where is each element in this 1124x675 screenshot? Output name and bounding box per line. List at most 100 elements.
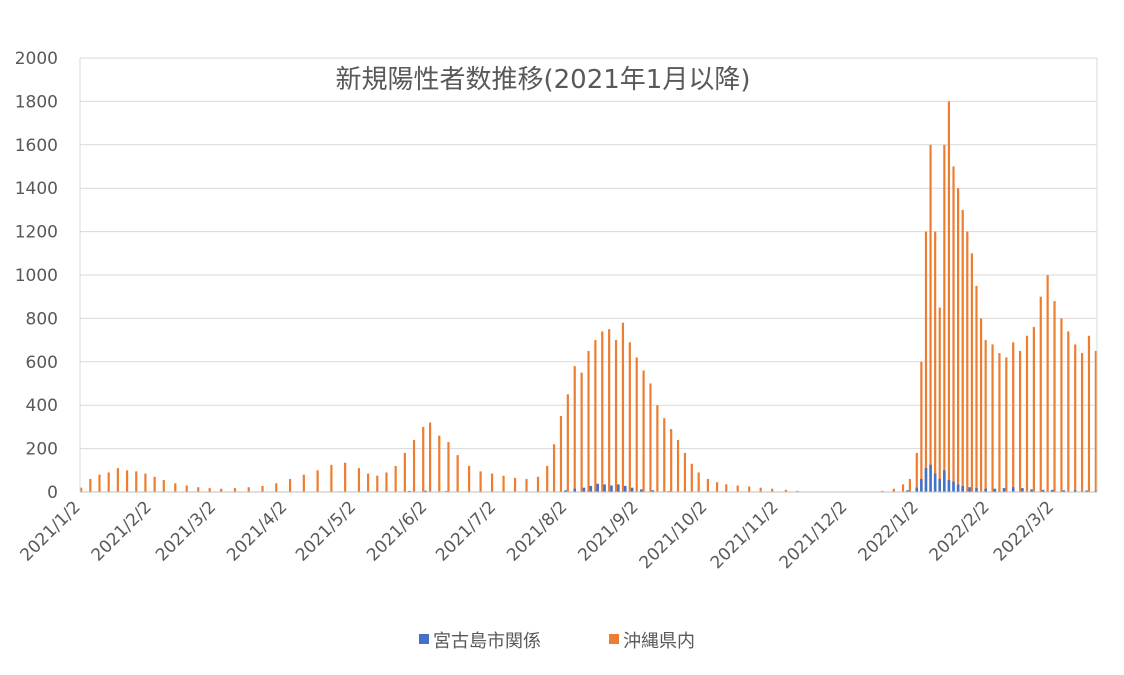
bar-1 <box>1005 357 1008 492</box>
bar-1 <box>608 329 611 492</box>
bar-0 <box>1011 487 1015 492</box>
bar-0 <box>929 464 932 493</box>
bar-1 <box>796 490 799 492</box>
bar-0 <box>617 484 620 492</box>
bar-1 <box>1046 275 1049 492</box>
bar-1 <box>1053 301 1056 492</box>
legend-label: 沖縄県内 <box>623 631 695 652</box>
bar-0 <box>952 481 955 492</box>
bar-1 <box>924 231 928 492</box>
bar-1 <box>991 344 994 492</box>
bar-1 <box>357 468 361 492</box>
bar-1 <box>412 439 416 492</box>
bar-1 <box>438 435 441 492</box>
bar-1 <box>614 340 618 492</box>
x-tick-label: 2021/5/2 <box>292 497 360 565</box>
bar-1 <box>316 470 319 492</box>
bar-1 <box>385 472 388 492</box>
bar-1 <box>447 442 450 492</box>
bar-1 <box>892 488 895 492</box>
bar-1 <box>725 484 728 492</box>
bar-1 <box>1032 327 1035 492</box>
bar-0 <box>968 487 971 492</box>
bar-1 <box>952 166 955 492</box>
bar-0 <box>610 485 613 492</box>
bar-1 <box>89 478 92 492</box>
bar-1 <box>938 307 941 492</box>
gridlines <box>80 57 1097 493</box>
bar-0 <box>993 488 997 492</box>
bar-0 <box>906 490 909 492</box>
bar-0 <box>975 488 978 492</box>
x-tick-label: 2021/4/2 <box>223 497 291 565</box>
chart-title: 新規陽性者数推移(2021年1月以降) <box>336 65 751 95</box>
bar-1 <box>635 357 638 492</box>
y-tick-label: 800 <box>26 309 58 329</box>
bar-1 <box>697 472 700 492</box>
bar-1 <box>670 429 673 492</box>
bar-0 <box>623 485 627 492</box>
y-tick-label: 1400 <box>15 179 58 199</box>
bar-1 <box>881 490 884 492</box>
y-tick-label: 0 <box>47 483 58 503</box>
bar-1 <box>908 478 911 492</box>
bar-1 <box>490 473 494 492</box>
bar-1 <box>174 483 177 492</box>
bar-1 <box>975 285 978 492</box>
bar-1 <box>915 452 918 492</box>
bar-0 <box>596 483 599 492</box>
bar-1 <box>683 452 687 492</box>
bar-1 <box>736 485 739 492</box>
bar-1 <box>901 484 905 492</box>
bar-1 <box>573 366 576 492</box>
bar-1 <box>116 468 119 492</box>
bar-0 <box>630 487 634 492</box>
bar-1 <box>1012 342 1015 492</box>
bar-1 <box>422 426 425 492</box>
bar-1 <box>502 475 505 492</box>
bar-1 <box>233 488 237 492</box>
bar-1 <box>580 372 583 492</box>
bar-0 <box>1062 490 1066 492</box>
bar-1 <box>998 353 1001 492</box>
y-tick-label: 200 <box>26 440 58 460</box>
bar-1 <box>394 465 397 492</box>
bar-0 <box>1030 489 1033 492</box>
bar-1 <box>546 465 549 492</box>
y-axis-ticks: 0 200 400 600 800 1000 1200 1400 1600 1800 2000 <box>15 49 58 503</box>
bar-1 <box>513 477 517 492</box>
bar-1 <box>979 318 983 492</box>
bar-1 <box>376 475 379 492</box>
bar-1 <box>1067 331 1070 492</box>
x-tick-label: 2021/1/2 <box>16 497 84 565</box>
legend-label: 宮古島市関係 <box>433 631 541 652</box>
bar-1 <box>771 488 774 492</box>
bar-1 <box>566 394 569 492</box>
bar-1 <box>1080 353 1084 492</box>
bar-1 <box>208 488 211 492</box>
bar-1 <box>594 340 597 492</box>
bar-0 <box>1021 488 1024 492</box>
bars <box>79 101 1098 493</box>
x-tick-label: 2022/3/2 <box>990 497 1058 565</box>
bar-0 <box>956 484 960 492</box>
bar-1 <box>144 473 147 492</box>
bar-1 <box>1025 335 1029 492</box>
bar-1 <box>552 444 556 492</box>
bar-0 <box>1041 489 1045 492</box>
bar-1 <box>676 439 680 492</box>
bar-1 <box>957 188 960 492</box>
y-tick-label: 1200 <box>15 223 58 243</box>
bar-0 <box>947 480 951 492</box>
bar-1 <box>125 470 129 492</box>
x-tick-label: 2021/9/2 <box>574 497 642 565</box>
bar-1 <box>135 471 138 492</box>
bar-1 <box>1039 296 1042 492</box>
bar-1 <box>536 476 540 492</box>
bar-1 <box>107 472 110 492</box>
x-tick-label: 2021/8/2 <box>503 497 571 565</box>
x-tick-label: 2021/2/2 <box>88 497 156 565</box>
bar-0 <box>920 478 923 492</box>
bar-0 <box>424 490 427 492</box>
bar-1 <box>947 101 951 493</box>
